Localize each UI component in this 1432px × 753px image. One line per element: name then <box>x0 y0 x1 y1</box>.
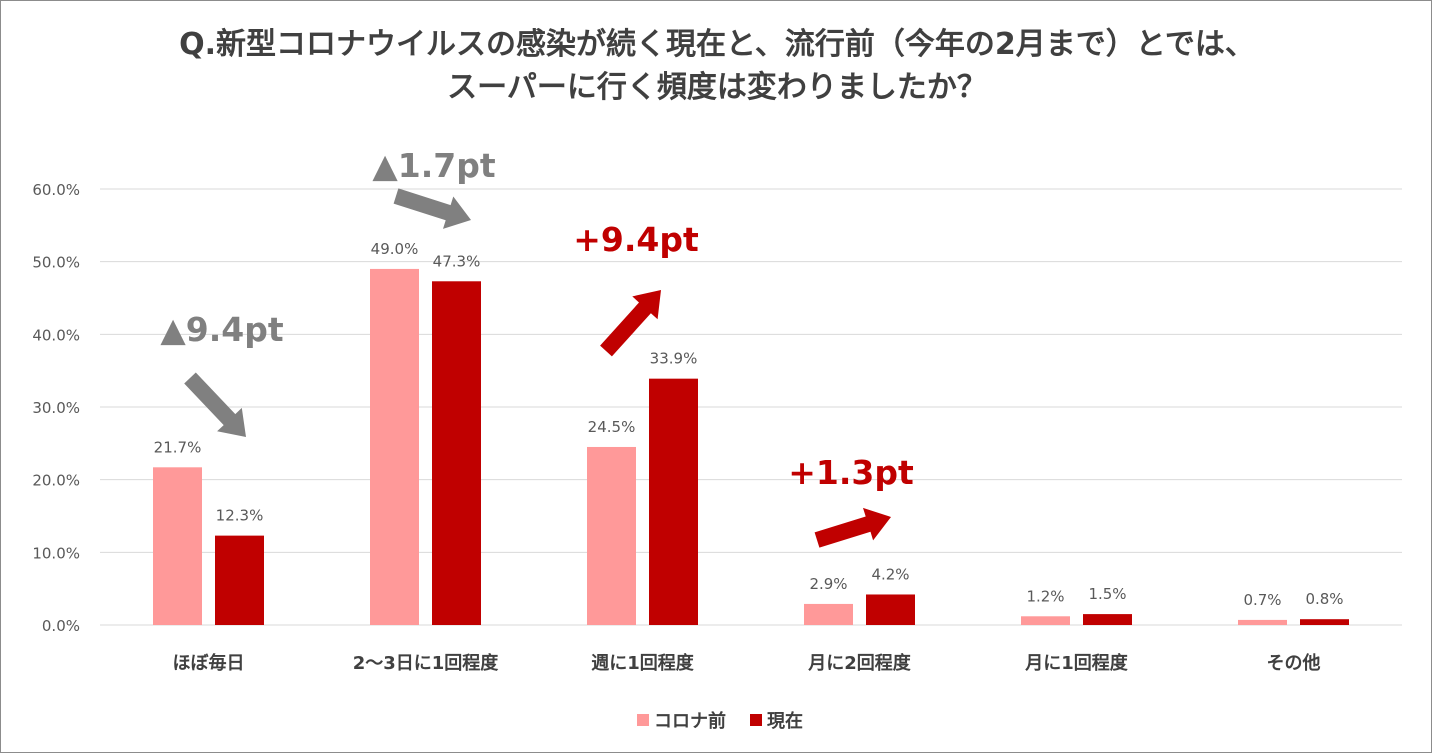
y-tick-label: 0.0% <box>42 617 80 635</box>
x-tick-label: 月に2回程度 <box>807 652 912 674</box>
data-label: 24.5% <box>588 418 636 436</box>
change-annotation: +9.4pt <box>573 220 699 259</box>
y-tick-label: 10.0% <box>32 544 80 562</box>
data-label: 2.9% <box>809 575 847 593</box>
change-annotation: ▲9.4pt <box>160 310 283 349</box>
bar <box>1238 619 1287 625</box>
bar <box>866 594 915 625</box>
y-tick-label: 50.0% <box>32 254 80 272</box>
y-tick-label: 60.0% <box>32 181 80 199</box>
bar <box>432 281 481 625</box>
data-label: 1.5% <box>1088 585 1126 603</box>
bar <box>1300 619 1349 625</box>
legend-label: コロナ前 <box>654 710 726 732</box>
bar <box>649 378 698 625</box>
decrease-arrow-icon <box>184 372 246 437</box>
y-tick-label: 40.0% <box>32 326 80 344</box>
y-tick-label: 20.0% <box>32 472 80 490</box>
data-label: 1.2% <box>1026 587 1064 605</box>
x-tick-label: 2〜3日に1回程度 <box>353 652 500 674</box>
chart-title-line-2: スーパーに行く頻度は変わりましたか？ <box>447 70 987 105</box>
legend-label: 現在 <box>767 710 803 732</box>
bar <box>153 467 202 625</box>
increase-arrow-icon <box>600 290 661 357</box>
data-label: 33.9% <box>650 350 698 368</box>
increase-arrow-icon <box>814 507 891 548</box>
decrease-arrow-icon <box>393 188 471 229</box>
legend-swatch <box>750 714 762 726</box>
chart-title-line-1: Q.新型コロナウイルスの感染が続く現在と、流行前（今年の2月まで）とでは、 <box>179 27 1255 62</box>
bar <box>215 535 264 625</box>
data-label: 4.2% <box>871 565 909 583</box>
data-label: 21.7% <box>154 438 202 456</box>
bar <box>804 603 853 625</box>
change-annotation: +1.3pt <box>788 453 914 492</box>
bar <box>370 268 419 625</box>
data-label: 49.0% <box>371 240 419 258</box>
y-tick-label: 30.0% <box>32 399 80 417</box>
x-tick-label: 週に1回程度 <box>591 652 695 674</box>
bar <box>1021 616 1070 625</box>
x-tick-label: ほぼ毎日 <box>173 652 245 674</box>
x-tick-label: 月に1回程度 <box>1024 652 1129 674</box>
data-label: 12.3% <box>216 507 264 525</box>
change-annotation: ▲1.7pt <box>372 146 495 185</box>
data-label: 47.3% <box>433 252 481 270</box>
data-label: 0.7% <box>1243 591 1281 609</box>
bar <box>1083 614 1132 625</box>
x-tick-label: その他 <box>1267 652 1321 674</box>
bar <box>587 446 636 625</box>
legend-swatch <box>637 714 649 726</box>
data-label: 0.8% <box>1305 590 1343 608</box>
chart-title: Q.新型コロナウイルスの感染が続く現在と、流行前（今年の2月まで）とでは、 スー… <box>1 23 1432 109</box>
